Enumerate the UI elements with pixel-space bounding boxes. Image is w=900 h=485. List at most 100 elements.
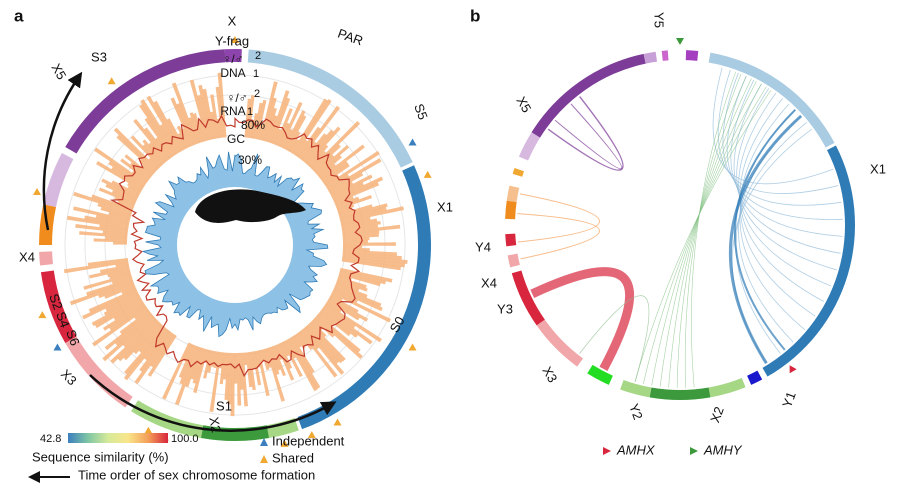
segment-label: X4 bbox=[481, 275, 497, 290]
dna-coverage bbox=[140, 99, 178, 155]
dna-coverage bbox=[73, 191, 133, 214]
dna-coverage bbox=[306, 323, 344, 364]
synteny-link bbox=[659, 80, 757, 387]
track-label: 1 bbox=[253, 68, 259, 80]
dna-coverage bbox=[155, 137, 172, 159]
synteny-link bbox=[729, 114, 803, 365]
dna-coverage bbox=[328, 172, 364, 194]
legend-triangle bbox=[260, 438, 268, 446]
dna-coverage bbox=[254, 350, 261, 368]
segment-label: S3 bbox=[91, 49, 107, 64]
dna-coverage bbox=[230, 352, 235, 417]
synteny-link bbox=[651, 83, 762, 386]
dna-coverage bbox=[86, 277, 133, 296]
dna-coverage bbox=[94, 147, 147, 185]
track-label: 30% bbox=[238, 153, 262, 167]
dna-coverage bbox=[82, 290, 139, 320]
legend-arrow-note: Time order of sex chromosome formation bbox=[78, 467, 315, 482]
chromosome-segment bbox=[297, 165, 431, 430]
dna-coverage bbox=[342, 254, 408, 265]
segment-label: S0 bbox=[387, 314, 408, 335]
segment-label: Y2 bbox=[626, 402, 646, 422]
dna-coverage bbox=[159, 123, 180, 154]
dna-coverage bbox=[87, 257, 129, 267]
dna-coverage bbox=[98, 187, 136, 205]
marker-triangle bbox=[144, 426, 153, 434]
dna-coverage bbox=[129, 162, 151, 180]
dna-coverage bbox=[317, 155, 342, 177]
marker-triangle bbox=[32, 187, 41, 195]
dna-coverage bbox=[94, 298, 143, 329]
synteny-link bbox=[691, 71, 737, 388]
dna-coverage bbox=[325, 301, 342, 313]
dna-coverage bbox=[316, 314, 361, 353]
dna-coverage bbox=[91, 296, 142, 327]
dna-coverage bbox=[123, 321, 161, 361]
marker-triangle bbox=[38, 311, 47, 319]
dna-coverage bbox=[284, 339, 297, 359]
dna-coverage bbox=[63, 260, 129, 274]
segment-label: Y4 bbox=[475, 239, 491, 254]
dna-coverage bbox=[342, 252, 402, 260]
segment-label: X5 bbox=[513, 94, 534, 115]
track-label: DNA bbox=[220, 66, 245, 80]
dna-coverage bbox=[313, 154, 335, 174]
dna-coverage bbox=[177, 132, 188, 150]
segment-label: S2 bbox=[46, 292, 66, 312]
dna-coverage bbox=[111, 180, 140, 197]
dna-coverage bbox=[117, 320, 160, 362]
dna-coverage bbox=[338, 272, 381, 287]
legend-triangle bbox=[260, 455, 268, 463]
dna-coverage bbox=[130, 135, 162, 168]
dna-coverage bbox=[98, 282, 135, 299]
dna-coverage bbox=[202, 88, 216, 140]
dna-coverage bbox=[329, 295, 359, 313]
dna-coverage bbox=[210, 111, 218, 139]
dna-coverage bbox=[331, 291, 391, 323]
dna-coverage bbox=[329, 181, 354, 196]
dna-coverage bbox=[127, 182, 142, 193]
dna-coverage bbox=[104, 284, 136, 299]
legend-amhy: AMHY bbox=[703, 442, 743, 457]
segment-label: X3 bbox=[58, 366, 80, 388]
dna-coverage bbox=[305, 126, 341, 166]
dna-coverage bbox=[331, 182, 364, 200]
dna-coverage bbox=[289, 138, 300, 153]
dna-coverage bbox=[190, 347, 204, 380]
dna-coverage bbox=[227, 352, 233, 405]
chromosome-segment bbox=[266, 418, 299, 439]
segment-label: Y5 bbox=[652, 12, 667, 28]
dna-coverage bbox=[102, 315, 155, 362]
chromosome-segment bbox=[40, 270, 77, 343]
dna-coverage bbox=[277, 122, 290, 147]
dna-coverage bbox=[292, 335, 302, 348]
synteny-link bbox=[643, 86, 767, 384]
dna-coverage bbox=[326, 174, 350, 190]
marker-triangle bbox=[53, 343, 62, 351]
dna-coverage bbox=[340, 267, 393, 283]
dna-coverage bbox=[341, 218, 378, 228]
dna-coverage bbox=[88, 288, 138, 313]
dna-coverage bbox=[102, 302, 145, 331]
dna-coverage bbox=[310, 120, 361, 170]
dna-coverage bbox=[123, 316, 157, 348]
synteny-link bbox=[554, 103, 623, 170]
dna-coverage bbox=[299, 329, 338, 378]
synteny-link bbox=[676, 75, 747, 388]
dna-coverage bbox=[241, 352, 248, 407]
dna-coverage bbox=[335, 196, 360, 208]
dna-coverage bbox=[342, 230, 380, 237]
synteny-link bbox=[634, 89, 772, 382]
dna-coverage bbox=[117, 200, 134, 210]
track-label: 2 bbox=[255, 50, 261, 62]
dna-coverage bbox=[111, 166, 145, 189]
dna-coverage bbox=[253, 102, 263, 140]
dna-coverage bbox=[270, 97, 291, 144]
dna-coverage bbox=[272, 345, 286, 377]
chromosome-segment bbox=[536, 319, 584, 367]
dna-coverage bbox=[142, 143, 164, 167]
panel-label: b bbox=[470, 6, 480, 25]
dna-coverage bbox=[333, 287, 383, 312]
